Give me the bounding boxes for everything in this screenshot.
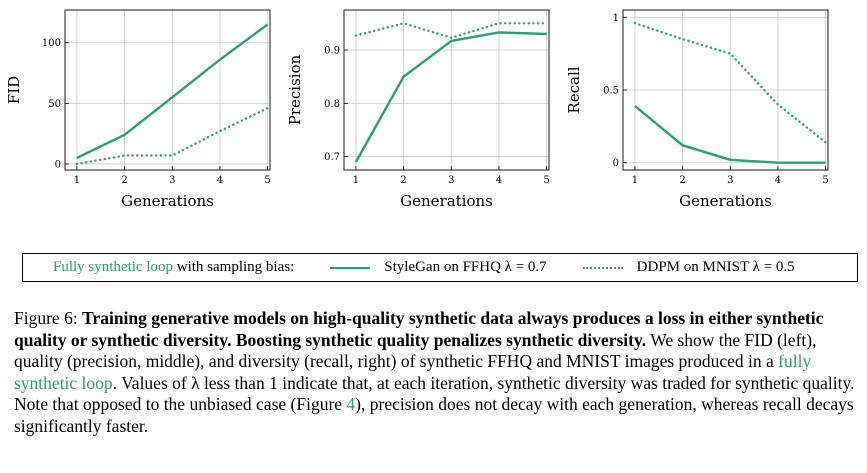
series-line-stylegan bbox=[634, 105, 826, 164]
caption-text-1: We show the FID (left), quality (precisi… bbox=[14, 329, 817, 372]
caption-text-3: ), precision does not decay with each ge… bbox=[14, 394, 854, 436]
y-tick-label: 100 bbox=[42, 38, 61, 49]
dotted-line-swatch bbox=[582, 266, 623, 269]
caption-text-2: . Values of λ less than 1 indicate that,… bbox=[14, 372, 855, 415]
chart-recall: 1 2 3 4 5 0 0.5 1 Generations Recall bbox=[565, 9, 829, 210]
caption-prefix: Figure 6: bbox=[14, 308, 83, 328]
figure-caption: Figure 6: Training generative models on … bbox=[14, 308, 859, 437]
x-tick-label: 5 bbox=[543, 175, 549, 186]
plot-frame bbox=[64, 9, 271, 171]
x-tick-label: 3 bbox=[727, 175, 733, 186]
solid-line-swatch bbox=[330, 266, 371, 269]
y-tick-label: 0.5 bbox=[603, 86, 619, 97]
legend-title-highlight: Fully synthetic loop bbox=[53, 259, 173, 275]
legend-title-rest: with sampling bias: bbox=[173, 259, 295, 275]
y-tick-label: 0 bbox=[613, 158, 619, 169]
series-line-ddpm bbox=[75, 106, 269, 166]
legend-title: Fully synthetic loop with sampling bias: bbox=[53, 259, 294, 276]
caption-figure-ref[interactable]: 4 bbox=[346, 394, 356, 414]
y-tick-label: 0 bbox=[55, 159, 61, 170]
legend-entry-stylegan: StyleGan on FFHQ λ = 0.7 bbox=[294, 259, 547, 276]
x-tick-label: 5 bbox=[822, 175, 828, 186]
y-tick-label: 50 bbox=[48, 99, 61, 110]
legend-label-stylegan: StyleGan on FFHQ λ = 0.7 bbox=[384, 259, 547, 275]
series-line-stylegan bbox=[76, 23, 269, 159]
series-line-ddpm bbox=[354, 22, 548, 39]
x-tick-label: 2 bbox=[679, 175, 685, 186]
x-axis-label: Generations bbox=[400, 192, 493, 210]
caption-link[interactable]: fully synthetic loop bbox=[14, 351, 812, 393]
x-tick-label: 5 bbox=[264, 175, 270, 186]
x-axis-label: Generations bbox=[679, 192, 772, 210]
chart-precision: 1 2 3 4 5 0.7 0.8 0.9 Generations Precision bbox=[286, 9, 550, 210]
x-tick-label: 4 bbox=[496, 175, 502, 186]
x-tick-label: 1 bbox=[74, 175, 80, 186]
x-tick-label: 1 bbox=[353, 175, 359, 186]
x-tick-label: 2 bbox=[121, 175, 127, 186]
x-axis-label: Generations bbox=[121, 192, 214, 210]
y-tick-label: 1 bbox=[613, 13, 619, 24]
y-axis-label: Recall bbox=[565, 66, 583, 113]
x-tick-label: 1 bbox=[632, 175, 638, 186]
legend-entry-ddpm: DDPM on MNIST λ = 0.5 bbox=[547, 259, 795, 276]
y-tick-label: 0.9 bbox=[324, 46, 340, 57]
series-line-stylegan bbox=[354, 31, 547, 163]
x-tick-label: 3 bbox=[169, 175, 175, 186]
x-tick-label: 2 bbox=[400, 175, 406, 186]
plot-frame bbox=[343, 9, 550, 171]
caption-bold: Training generative models on high-quali… bbox=[14, 308, 824, 350]
y-tick-label: 0.8 bbox=[324, 99, 340, 110]
y-axis-label: FID bbox=[5, 76, 23, 104]
legend-label-ddpm: DDPM on MNIST λ = 0.5 bbox=[636, 259, 795, 275]
y-tick-label: 0.7 bbox=[324, 152, 340, 163]
series-line-ddpm bbox=[633, 21, 827, 144]
x-tick-label: 4 bbox=[775, 175, 781, 186]
x-tick-label: 4 bbox=[217, 175, 223, 186]
y-axis-label: Precision bbox=[286, 54, 304, 125]
legend: Fully synthetic loop with sampling bias:… bbox=[22, 253, 858, 282]
x-tick-label: 3 bbox=[448, 175, 454, 186]
